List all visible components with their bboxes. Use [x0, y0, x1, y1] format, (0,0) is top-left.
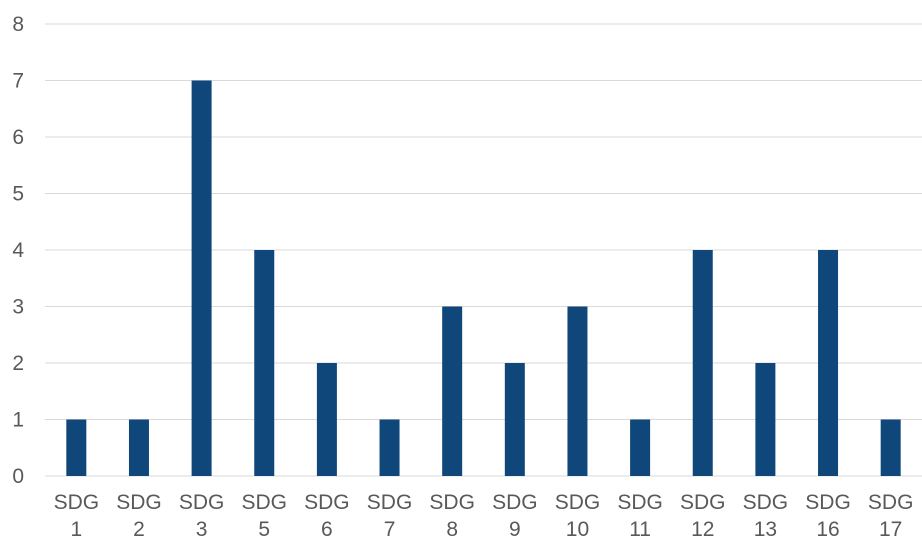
x-category-number: 5 [258, 518, 270, 541]
x-category-number: 2 [133, 518, 145, 541]
x-category-number: 11 [629, 518, 651, 541]
bar [630, 419, 651, 476]
x-category-prefix: SDG [680, 491, 726, 514]
x-category-label: SDG 8 [429, 491, 475, 541]
x-category-number: 6 [321, 518, 333, 541]
x-category-prefix: SDG [54, 491, 100, 514]
y-axis-ticks: 0 1 2 3 4 5 6 7 8 [12, 13, 24, 488]
x-category-label: SDG 7 [367, 491, 413, 541]
bar [818, 250, 839, 476]
x-category-label: SDG 1 [54, 491, 100, 541]
bar [504, 363, 525, 476]
bar [316, 363, 337, 476]
bar [66, 419, 87, 476]
bar [442, 306, 463, 476]
x-category-prefix: SDG [868, 491, 914, 514]
bar [254, 250, 275, 476]
y-tick-label: 6 [12, 126, 24, 149]
bar [567, 306, 588, 476]
x-category-label: SDG 10 [555, 491, 601, 541]
x-category-label: SDG 16 [805, 491, 851, 541]
x-category-number: 3 [196, 518, 208, 541]
x-category-prefix: SDG [241, 491, 287, 514]
x-category-prefix: SDG [743, 491, 789, 514]
x-category-label: SDG 17 [868, 491, 914, 541]
y-tick-label: 3 [12, 296, 24, 319]
x-category-prefix: SDG [492, 491, 538, 514]
bar [880, 419, 901, 476]
x-category-number: 7 [384, 518, 396, 541]
y-tick-label: 8 [12, 13, 24, 36]
x-category-number: 12 [691, 518, 714, 541]
x-category-number: 16 [816, 518, 839, 541]
y-tick-label: 5 [12, 183, 24, 206]
bar [755, 363, 776, 476]
x-category-number: 9 [509, 518, 521, 541]
y-tick-label: 4 [12, 239, 24, 262]
x-category-label: SDG 13 [743, 491, 789, 541]
x-category-number: 1 [70, 518, 82, 541]
y-tick-label: 2 [12, 352, 24, 375]
x-category-label: SDG 2 [116, 491, 162, 541]
x-category-label: SDG 12 [680, 491, 726, 541]
x-category-label: SDG 3 [179, 491, 225, 541]
x-category-number: 10 [566, 518, 589, 541]
y-tick-label: 0 [12, 465, 24, 488]
x-category-prefix: SDG [367, 491, 413, 514]
gridlines [45, 23, 922, 477]
x-category-label: SDG 6 [304, 491, 350, 541]
bar [191, 80, 212, 476]
y-tick-label: 7 [12, 70, 24, 93]
x-category-label: SDG 11 [617, 491, 663, 541]
x-category-prefix: SDG [116, 491, 162, 514]
bar [379, 419, 400, 476]
bars [66, 80, 901, 476]
x-category-label: SDG 5 [241, 491, 287, 541]
x-category-prefix: SDG [805, 491, 851, 514]
x-category-prefix: SDG [617, 491, 663, 514]
bar [692, 250, 713, 476]
x-category-prefix: SDG [304, 491, 350, 514]
x-category-label: SDG 9 [492, 491, 538, 541]
x-category-number: 8 [446, 518, 458, 541]
x-category-prefix: SDG [179, 491, 225, 514]
x-category-prefix: SDG [555, 491, 601, 514]
bar [128, 419, 149, 476]
x-category-number: 13 [754, 518, 777, 541]
x-category-number: 17 [879, 518, 902, 541]
y-tick-label: 1 [12, 409, 24, 432]
x-category-prefix: SDG [429, 491, 475, 514]
